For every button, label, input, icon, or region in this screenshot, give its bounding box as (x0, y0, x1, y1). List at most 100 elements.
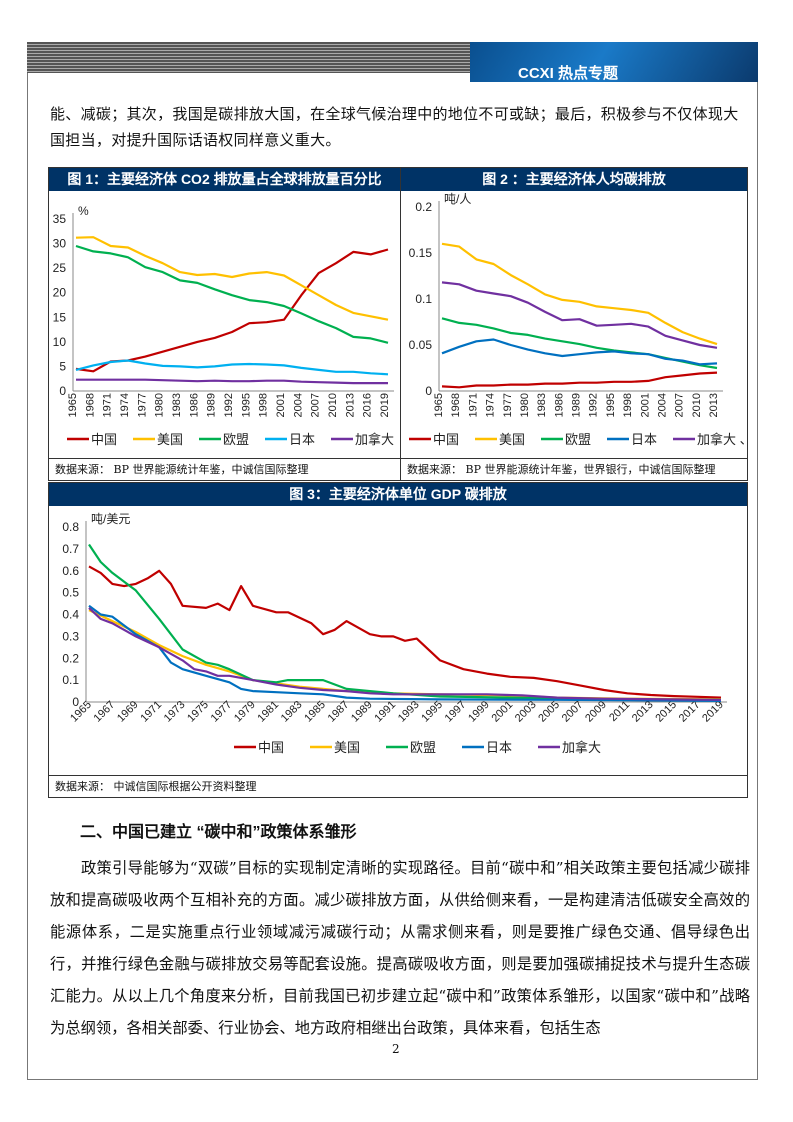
x-tick-label: 2019 (379, 393, 391, 417)
legend-label: 美国 (499, 432, 525, 447)
series-line-2 (75, 244, 389, 344)
figure-1-title: 图 1：主要经济体 CO2 排放量占全球排放量百分比 (49, 168, 400, 191)
figure-3-title: 图 3：主要经济体单位 GDP 碳排放 (49, 483, 747, 506)
y-axis-unit: % (78, 204, 89, 218)
x-tick-label: 1985 (302, 699, 328, 725)
figure-2-chart: 0 0.05 0.1 0.15 0.2 吨/人 1965 1968 1971 1974 1977 19… (409, 192, 747, 447)
page-frame (27, 42, 758, 1080)
series-line-4 (88, 607, 722, 701)
x-tick-label: 1989 (571, 393, 583, 417)
x-tick-label: 2007 (560, 699, 586, 725)
y-tick-label: 0.1 (62, 673, 79, 687)
legend-label: 加拿大 、 (697, 432, 747, 447)
figure-3-source: 数据来源： 中诚信国际根据公开资料整理 (49, 775, 747, 797)
series-line-0 (441, 371, 718, 389)
x-tick-label: 1977 (136, 393, 148, 417)
legend-label: 欧盟 (565, 432, 591, 447)
y-tick-label: 0.8 (62, 520, 79, 534)
series-line-3 (88, 604, 722, 702)
header-stripes (27, 42, 471, 73)
x-tick-label: 1974 (119, 393, 131, 417)
x-tick-label: 1965 (67, 393, 79, 417)
legend-label: 欧盟 (410, 740, 436, 755)
legend-label: 日本 (486, 740, 512, 755)
series-line-4 (76, 378, 388, 385)
y-tick-label: 0.3 (62, 629, 79, 643)
x-tick-label: 2015 (653, 699, 679, 725)
y-tick-label: 0.2 (62, 651, 79, 665)
y-tick-label: 35 (53, 212, 67, 226)
x-tick-label: 2001 (639, 393, 651, 417)
y-tick-label: 20 (53, 286, 67, 300)
x-tick-label: 1981 (255, 699, 281, 725)
y-tick-label: 15 (53, 310, 67, 324)
x-tick-label: 1968 (450, 393, 462, 417)
x-tick-label: 2011 (607, 699, 632, 724)
x-tick-label: 1989 (349, 699, 375, 725)
series-line-1 (88, 609, 722, 701)
legend-label: 加拿大 (355, 432, 394, 447)
x-tick-label: 1980 (519, 393, 531, 417)
series-line-1 (441, 242, 718, 346)
series-line-1 (75, 236, 389, 321)
y-tick-label: 0.1 (415, 292, 432, 306)
x-tick-label: 1983 (279, 699, 305, 725)
y-tick-label: 0 (425, 384, 432, 398)
y-tick-label: 0.05 (409, 338, 433, 352)
y-axis-unit: 吨/人 (444, 192, 471, 206)
x-tick-label: 1998 (258, 393, 270, 417)
series-line-0 (88, 565, 722, 699)
y-tick-label: 0.4 (62, 608, 79, 622)
x-tick-label: 1979 (232, 699, 258, 725)
figure-1-source: 数据来源： BP 世界能源统计年鉴，中诚信国际整理 (49, 458, 400, 480)
figure-2-source: 数据来源： BP 世界能源统计年鉴，世界银行，中诚信国际整理 (401, 458, 747, 480)
series-line-2 (88, 543, 722, 701)
y-tick-label: 0.6 (62, 564, 79, 578)
section-heading: 二、中国已建立 “碳中和”政策体系雏形 (80, 824, 357, 841)
x-tick-label: 1999 (466, 699, 492, 725)
x-tick-label: 1992 (223, 393, 235, 417)
y-tick-label: 10 (53, 335, 67, 349)
y-tick-label: 0 (72, 695, 79, 709)
figure-2: 图 2 ：主要经济体人均碳排放 0 0.05 0.1 0.15 0.2 吨/人 1965 19… (400, 167, 748, 481)
x-tick-label: 2001 (275, 393, 287, 417)
legend-label: 美国 (334, 740, 360, 755)
x-tick-label: 1989 (206, 393, 218, 417)
x-tick-label: 2019 (700, 699, 726, 725)
x-tick-label: 1969 (115, 699, 141, 725)
figure-1: 图 1：主要经济体 CO2 排放量占全球排放量百分比 0 5 10 15 20 25 30 3… (48, 167, 401, 481)
x-tick-label: 1975 (185, 699, 211, 725)
x-tick-label: 1983 (171, 393, 183, 417)
series-line-0 (75, 248, 389, 373)
x-tick-label: 1991 (372, 699, 398, 725)
y-tick-label: 0 (59, 384, 66, 398)
x-tick-label: 1986 (553, 393, 565, 417)
body-paragraph: 政策引导能够为“双碳”目标的实现制定清晰的实现路径。目前“碳中和”相关政策主要包… (50, 859, 750, 1037)
x-tick-label: 2007 (674, 393, 686, 417)
series-line-3 (75, 359, 389, 376)
x-tick-label: 1998 (622, 393, 634, 417)
header-banner: CCXI 热点专题 (470, 42, 758, 82)
y-tick-label: 0.5 (62, 586, 79, 600)
x-tick-label: 1997 (443, 699, 469, 725)
x-tick-label: 1965 (433, 393, 445, 417)
legend-label: 日本 (289, 432, 315, 447)
figure-1-chart: 0 5 10 15 20 25 30 35% 1965 1968 1971 1974 1977 1980 1… (53, 204, 394, 447)
legend-label: 中国 (433, 432, 459, 447)
x-tick-label: 1995 (240, 393, 252, 417)
x-tick-label: 1977 (502, 393, 514, 417)
legend-label: 加拿大 (562, 740, 601, 755)
x-tick-label: 1968 (84, 393, 96, 417)
x-tick-label: 1987 (326, 699, 352, 725)
intro-paragraph: 能、减碳；其次，我国是碳排放大国，在全球气候治理中的地位不可或缺；最后，积极参与… (50, 105, 739, 149)
legend-label: 中国 (258, 740, 284, 755)
x-tick-label: 2016 (362, 393, 374, 417)
x-tick-label: 2017 (677, 699, 703, 725)
x-tick-label: 1974 (485, 393, 497, 417)
x-tick-label: 1967 (92, 699, 118, 725)
figure-3: 图 3：主要经济体单位 GDP 碳排放 0 0.1 0.2 0.3 0.4 0.5 0.6 0… (48, 482, 748, 798)
y-tick-label: 0.15 (409, 246, 433, 260)
y-tick-label: 0.7 (62, 542, 79, 556)
x-tick-label: 2005 (536, 699, 562, 725)
legend-label: 中国 (91, 432, 117, 447)
